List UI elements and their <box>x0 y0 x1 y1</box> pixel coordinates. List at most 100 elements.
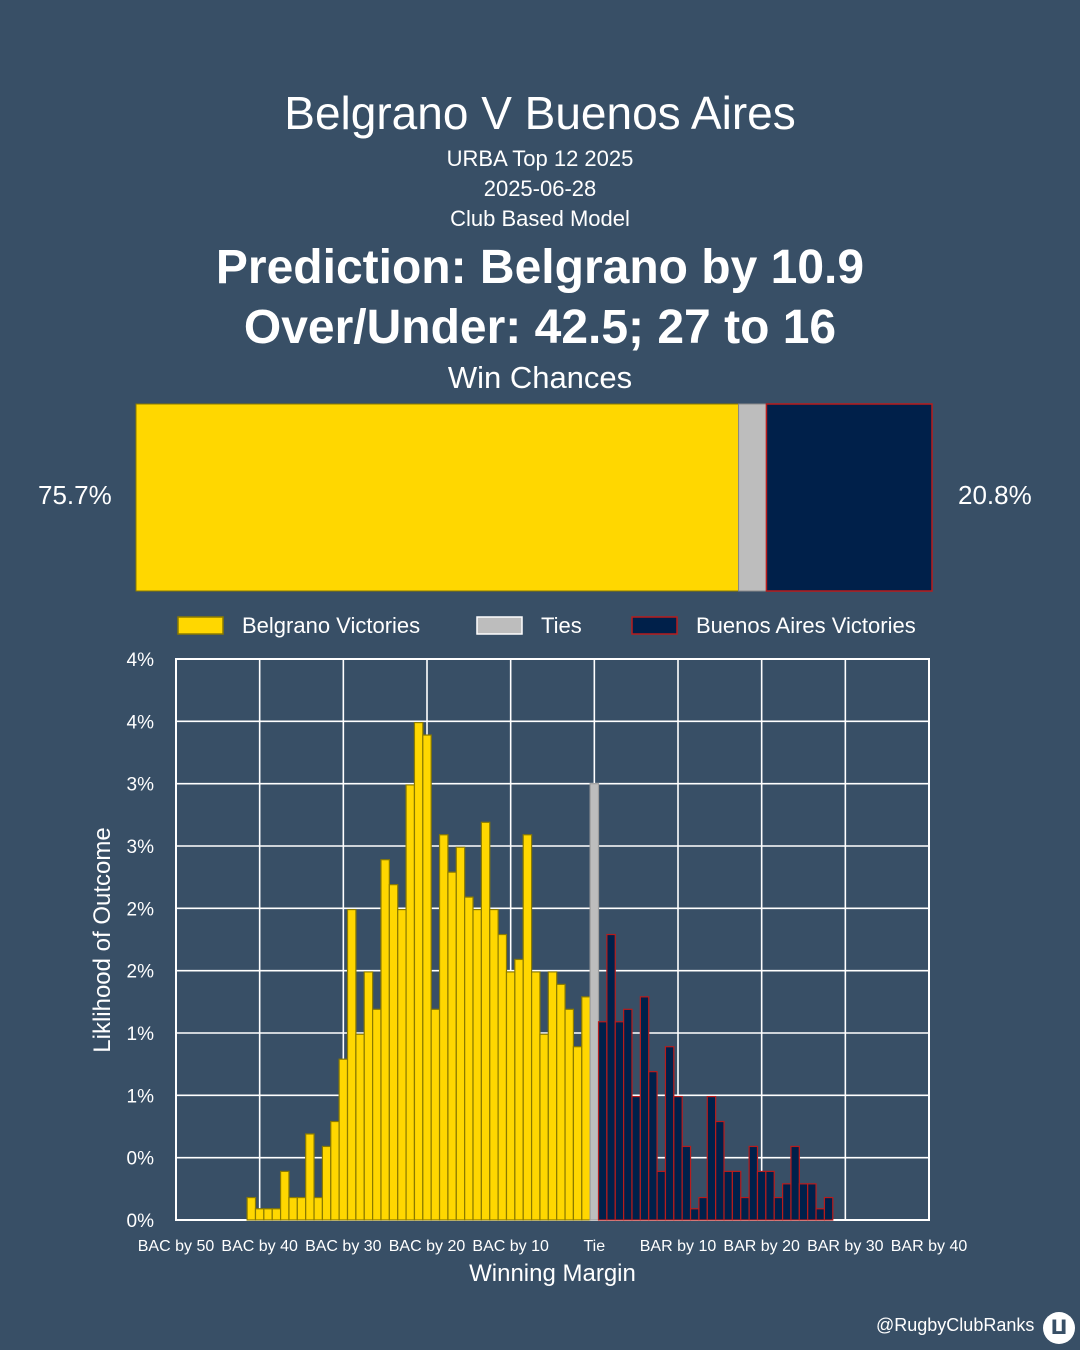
legend-swatch-home <box>177 616 224 635</box>
y-tick-label: 4% <box>127 712 155 733</box>
home-bar <box>388 884 399 1221</box>
y-tick-label: 2% <box>127 899 155 920</box>
home-bar <box>480 821 491 1221</box>
win-chances-title: Win Chances <box>447 360 633 395</box>
away-bar <box>798 1183 809 1221</box>
y-tick-label: 2% <box>127 962 155 983</box>
y-tick-label: 4% <box>127 650 155 671</box>
home-bar <box>346 908 357 1221</box>
home-bar <box>397 908 407 1221</box>
x-tick-label: Tie <box>584 1238 606 1255</box>
footer-handle: @RugbyClubRanks <box>876 1315 1035 1335</box>
x-tick-label: BAC by 50 <box>138 1238 215 1255</box>
competition-label: URBA Top 12 2025 <box>446 146 634 171</box>
away-win-segment <box>765 403 933 592</box>
legend-swatch-tie <box>476 616 523 635</box>
home-bar <box>355 1033 365 1221</box>
home-bar <box>489 908 499 1221</box>
legend: Belgrano Victories Ties Buenos Aires Victo… <box>177 613 916 638</box>
home-bar <box>422 734 432 1221</box>
home-bar <box>430 1008 441 1221</box>
home-bar <box>522 834 533 1221</box>
home-bar <box>338 1058 349 1221</box>
home-bar <box>305 1133 315 1221</box>
away-bar <box>781 1183 792 1221</box>
away-win-percent: 20.8% <box>958 480 1032 510</box>
x-tick-label: BAR by 30 <box>807 1238 884 1255</box>
home-bar <box>547 971 558 1221</box>
home-bar <box>279 1170 290 1221</box>
away-bar <box>706 1095 717 1221</box>
margin-histogram: 0% 0% 1% 1% 2% 2% 3% 3% 4% 4% BAC by 50 BAC by 40 BA… <box>89 650 967 1287</box>
x-tick-label: BAR by 20 <box>723 1238 800 1255</box>
away-bar <box>823 1196 834 1221</box>
away-bar <box>606 933 616 1221</box>
logo-icon: ⵡ <box>1043 1312 1075 1344</box>
away-bar <box>773 1196 784 1221</box>
away-bar <box>631 1095 641 1221</box>
model-label: Club Based Model <box>450 206 630 231</box>
away-bar <box>790 1145 800 1221</box>
away-bar <box>639 996 650 1221</box>
home-bar <box>363 971 374 1221</box>
away-bar <box>681 1145 692 1221</box>
away-bar <box>731 1170 742 1221</box>
y-tick-label: 1% <box>127 1024 155 1045</box>
away-bar <box>740 1196 750 1221</box>
home-bar <box>405 784 416 1221</box>
match-date: 2025-06-28 <box>483 176 597 201</box>
legend-label-home: Belgrano Victories <box>242 613 420 638</box>
home-bar <box>564 1008 575 1221</box>
y-tick-label: 3% <box>127 775 155 796</box>
home-win-percent: 75.7% <box>38 480 112 510</box>
home-bar <box>413 721 424 1221</box>
away-bar <box>597 1021 608 1221</box>
home-bar <box>313 1196 324 1221</box>
home-bar <box>246 1196 257 1221</box>
y-tick-label: 0% <box>127 1211 155 1232</box>
x-tick-label: BAC by 30 <box>305 1238 382 1255</box>
y-tick-label: 0% <box>127 1149 155 1170</box>
away-bar <box>723 1170 733 1221</box>
legend-label-away: Buenos Aires Victories <box>696 613 916 638</box>
home-bar <box>330 1120 340 1221</box>
home-bar <box>321 1145 332 1221</box>
home-bar <box>472 908 482 1221</box>
home-bar <box>447 871 457 1221</box>
home-bar <box>505 971 516 1221</box>
y-tick-label: 3% <box>127 837 155 858</box>
away-bar <box>715 1120 725 1221</box>
away-bar <box>815 1208 826 1221</box>
away-bar <box>689 1208 700 1221</box>
tie-segment <box>738 403 767 592</box>
home-bar <box>539 1033 549 1221</box>
away-bar <box>698 1196 708 1221</box>
away-bar <box>623 1008 633 1221</box>
away-bar <box>648 1071 658 1221</box>
legend-swatch-away <box>631 616 678 635</box>
win-chances-bar <box>135 403 933 592</box>
over-under-text: Over/Under: 42.5; 27 to 16 <box>243 301 837 354</box>
prediction-text: Prediction: Belgrano by 10.9 <box>215 241 865 294</box>
match-title: Belgrano V Buenos Aires <box>284 87 796 139</box>
home-bar <box>514 958 524 1221</box>
home-bar <box>254 1208 265 1221</box>
home-bar <box>572 1046 583 1221</box>
home-bar <box>288 1196 298 1221</box>
legend-label-tie: Ties <box>541 613 582 638</box>
home-bar <box>271 1208 282 1221</box>
x-axis-title: Winning Margin <box>469 1260 636 1287</box>
away-bar <box>756 1170 767 1221</box>
home-win-segment <box>135 403 740 592</box>
home-bar <box>296 1196 307 1221</box>
x-tick-label: BAC by 20 <box>389 1238 466 1255</box>
home-bar <box>497 933 508 1221</box>
away-bar <box>614 1021 625 1221</box>
away-bar <box>748 1145 759 1221</box>
x-tick-label: BAR by 10 <box>640 1238 717 1255</box>
home-bar <box>556 983 566 1221</box>
y-tick-label: 1% <box>127 1086 155 1107</box>
away-bar <box>807 1183 817 1221</box>
x-tick-label: BAR by 40 <box>891 1238 968 1255</box>
